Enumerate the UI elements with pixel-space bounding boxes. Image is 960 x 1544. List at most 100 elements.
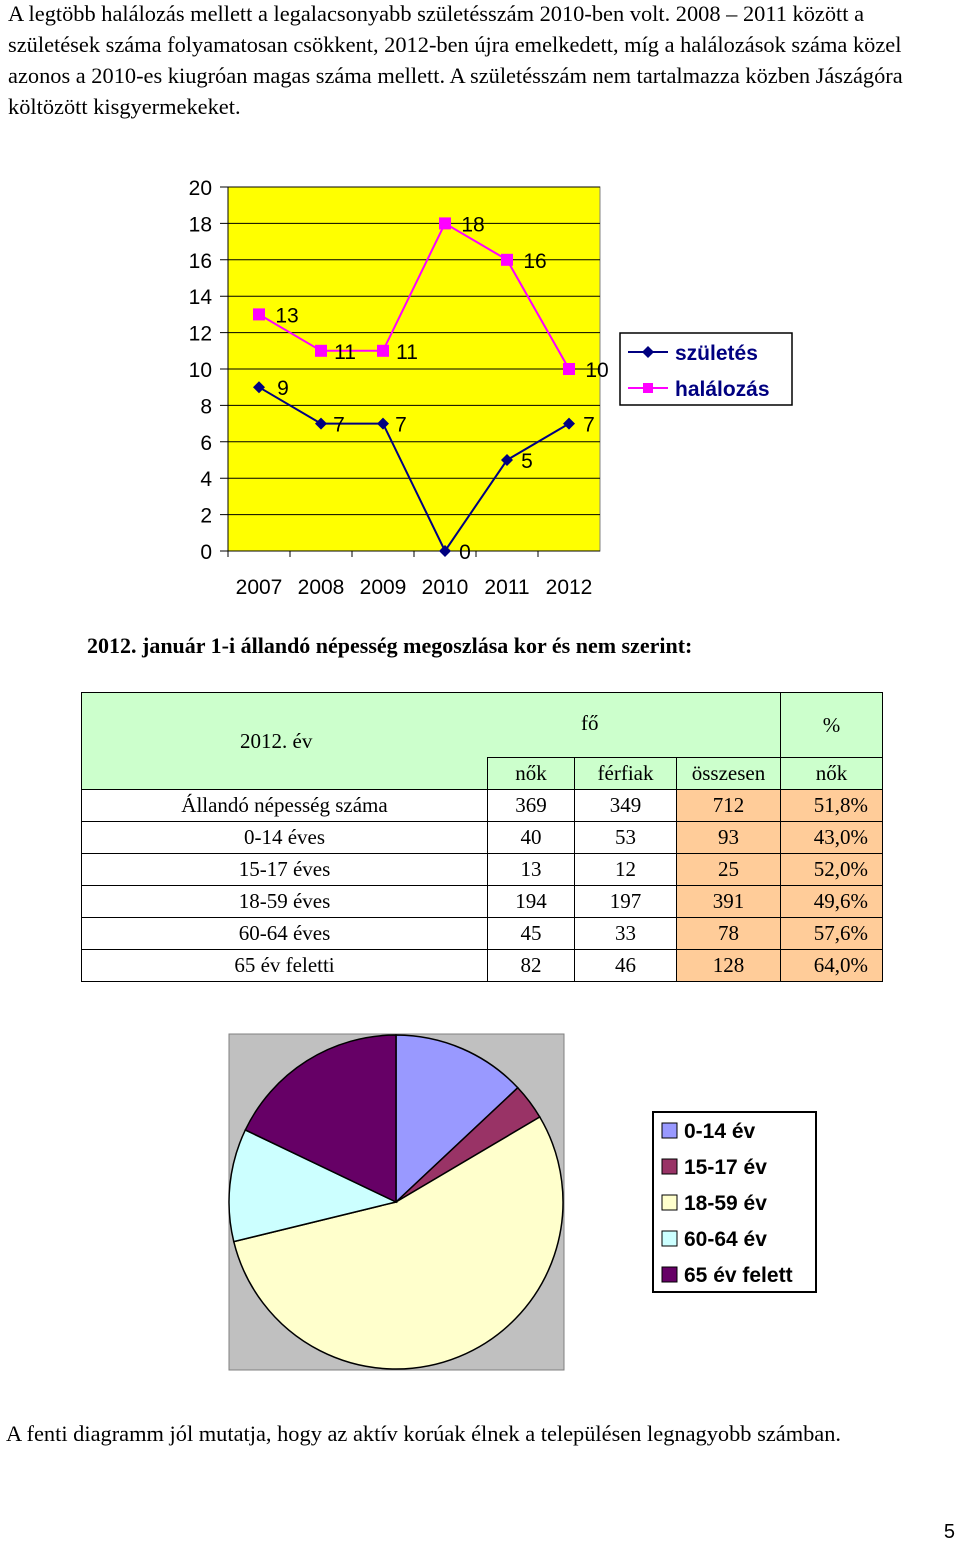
closing-paragraph: A fenti diagramm jól mutatja, hogy az ak… [6, 1421, 842, 1446]
cell-women: 194 [487, 885, 575, 918]
deaths-point [253, 308, 265, 321]
row-label: 65 év feletti [81, 949, 488, 982]
series-layer: 9 7 7 0 5 7 13 11 11 18 16 10 [253, 213, 609, 564]
cell-women-pct: 43,0% [780, 821, 883, 854]
pie-legend-label: 0-14 év [684, 1120, 756, 1143]
births-point [563, 417, 575, 430]
legend-deaths-marker [643, 383, 653, 393]
population-table: 2012. év fő % nők férfiak összesen nők Á… [81, 692, 883, 982]
pie-legend: 0-14 év 15-17 év 18-59 év 60-64 év 65 év fel… [652, 1111, 817, 1293]
pie-legend-label: 65 év felett [684, 1264, 793, 1287]
legend-births-marker [642, 346, 654, 358]
cell-men: 53 [574, 821, 677, 854]
cell-women: 45 [487, 917, 575, 950]
deaths-point [563, 363, 575, 375]
births-data-label: 5 [521, 450, 533, 473]
x-tick-label: 2009 [360, 576, 407, 599]
cell-women-pct: 57,6% [780, 917, 883, 950]
deaths-data-label: 11 [334, 341, 356, 364]
cell-total: 25 [676, 853, 781, 886]
table-header-fo: fő [487, 692, 781, 758]
cell-women-pct: 51,8% [780, 789, 883, 822]
cell-total: 712 [676, 789, 781, 822]
table-subheader-total: összesen [676, 757, 781, 790]
gridlines [220, 186, 600, 557]
row-label: 18-59 éves [81, 885, 488, 918]
births-data-label: 0 [459, 541, 471, 564]
pie-legend-label: 18-59 év [684, 1192, 767, 1215]
x-axis-tick-labels: 2007 2008 2009 2010 2011 2012 [236, 576, 593, 599]
deaths-point [315, 344, 327, 357]
cell-men: 197 [574, 885, 677, 918]
cell-women: 13 [487, 853, 575, 886]
cell-men: 12 [574, 853, 677, 886]
table-row: Állandó népesség száma 369 349 712 51,8% [81, 789, 883, 822]
y-tick-label: 20 [189, 177, 212, 200]
births-point [253, 381, 265, 394]
table-row: 0-14 éves 40 53 93 43,0% [81, 821, 883, 854]
deaths-point [501, 253, 513, 266]
table-subheader-women: nők [487, 757, 575, 790]
age-distribution-pie-chart: 0-14 év 15-17 év 18-59 év 60-64 év 65 év fel… [228, 1033, 817, 1371]
y-tick-label: 16 [189, 250, 212, 273]
pie-slice [228, 1128, 399, 1243]
cell-women: 82 [487, 949, 575, 982]
pie-slice [244, 1034, 397, 1204]
pie-legend-swatch [661, 1122, 678, 1139]
row-label: 60-64 éves [81, 917, 488, 950]
x-tick-label: 2012 [546, 576, 593, 599]
cell-women-pct: 64,0% [780, 949, 883, 982]
births-point [315, 417, 327, 430]
pie-slice [232, 1115, 564, 1370]
births-data-label: 7 [583, 414, 595, 437]
cell-men: 349 [574, 789, 677, 822]
pie-legend-swatch [661, 1194, 678, 1211]
births-data-label: 7 [333, 414, 345, 437]
intro-paragraph: A legtöbb halálozás mellett a legalacson… [8, 1, 903, 119]
deaths-data-label: 18 [461, 213, 484, 236]
legend-deaths-label: halálozás [675, 378, 770, 401]
births-data-label: 9 [277, 377, 289, 400]
pie-legend-swatch [661, 1158, 678, 1175]
row-label: 0-14 éves [81, 821, 488, 854]
x-tick-label: 2008 [298, 576, 345, 599]
x-tick-label: 2011 [484, 576, 529, 599]
x-tick-label: 2007 [236, 576, 283, 599]
deaths-line [258, 221, 570, 370]
pie-slice [395, 1034, 519, 1204]
deaths-point [439, 217, 451, 230]
pie-legend-swatch [661, 1230, 678, 1247]
cell-total: 391 [676, 885, 781, 918]
deaths-data-label: 10 [585, 359, 608, 382]
y-tick-label: 2 [200, 505, 212, 528]
row-label: Állandó népesség száma [81, 789, 488, 822]
cell-total: 78 [676, 917, 781, 950]
pie-slices [228, 1034, 564, 1370]
table-subheader-men: férfiak [574, 757, 677, 790]
deaths-data-label: 13 [275, 304, 298, 327]
deaths-point [377, 344, 389, 357]
pie-legend-label: 15-17 év [684, 1156, 767, 1179]
cell-women-pct: 49,6% [780, 885, 883, 918]
y-tick-label: 8 [200, 395, 212, 418]
y-tick-label: 6 [200, 432, 212, 455]
cell-men: 46 [574, 949, 677, 982]
chart-legend: születés halálozás [619, 332, 793, 406]
deaths-data-label: 11 [396, 341, 418, 364]
legend-births-label: születés [675, 342, 758, 365]
cell-women-pct: 52,0% [780, 853, 883, 886]
births-point [377, 417, 389, 430]
table-row: 65 év feletti 82 46 128 64,0% [81, 949, 883, 982]
y-tick-label: 14 [189, 286, 213, 309]
y-tick-label: 4 [200, 468, 212, 491]
births-data-label: 7 [395, 414, 407, 437]
cell-men: 33 [574, 917, 677, 950]
table-header-pct: % [780, 692, 883, 758]
table-row: 60-64 éves 45 33 78 57,6% [81, 917, 883, 950]
x-tick-label: 2010 [422, 576, 469, 599]
row-label: 15-17 éves [81, 853, 488, 886]
y-tick-label: 10 [189, 359, 212, 382]
deaths-data-label: 16 [523, 250, 546, 273]
table-subheader-women-pct: nők [780, 757, 883, 790]
